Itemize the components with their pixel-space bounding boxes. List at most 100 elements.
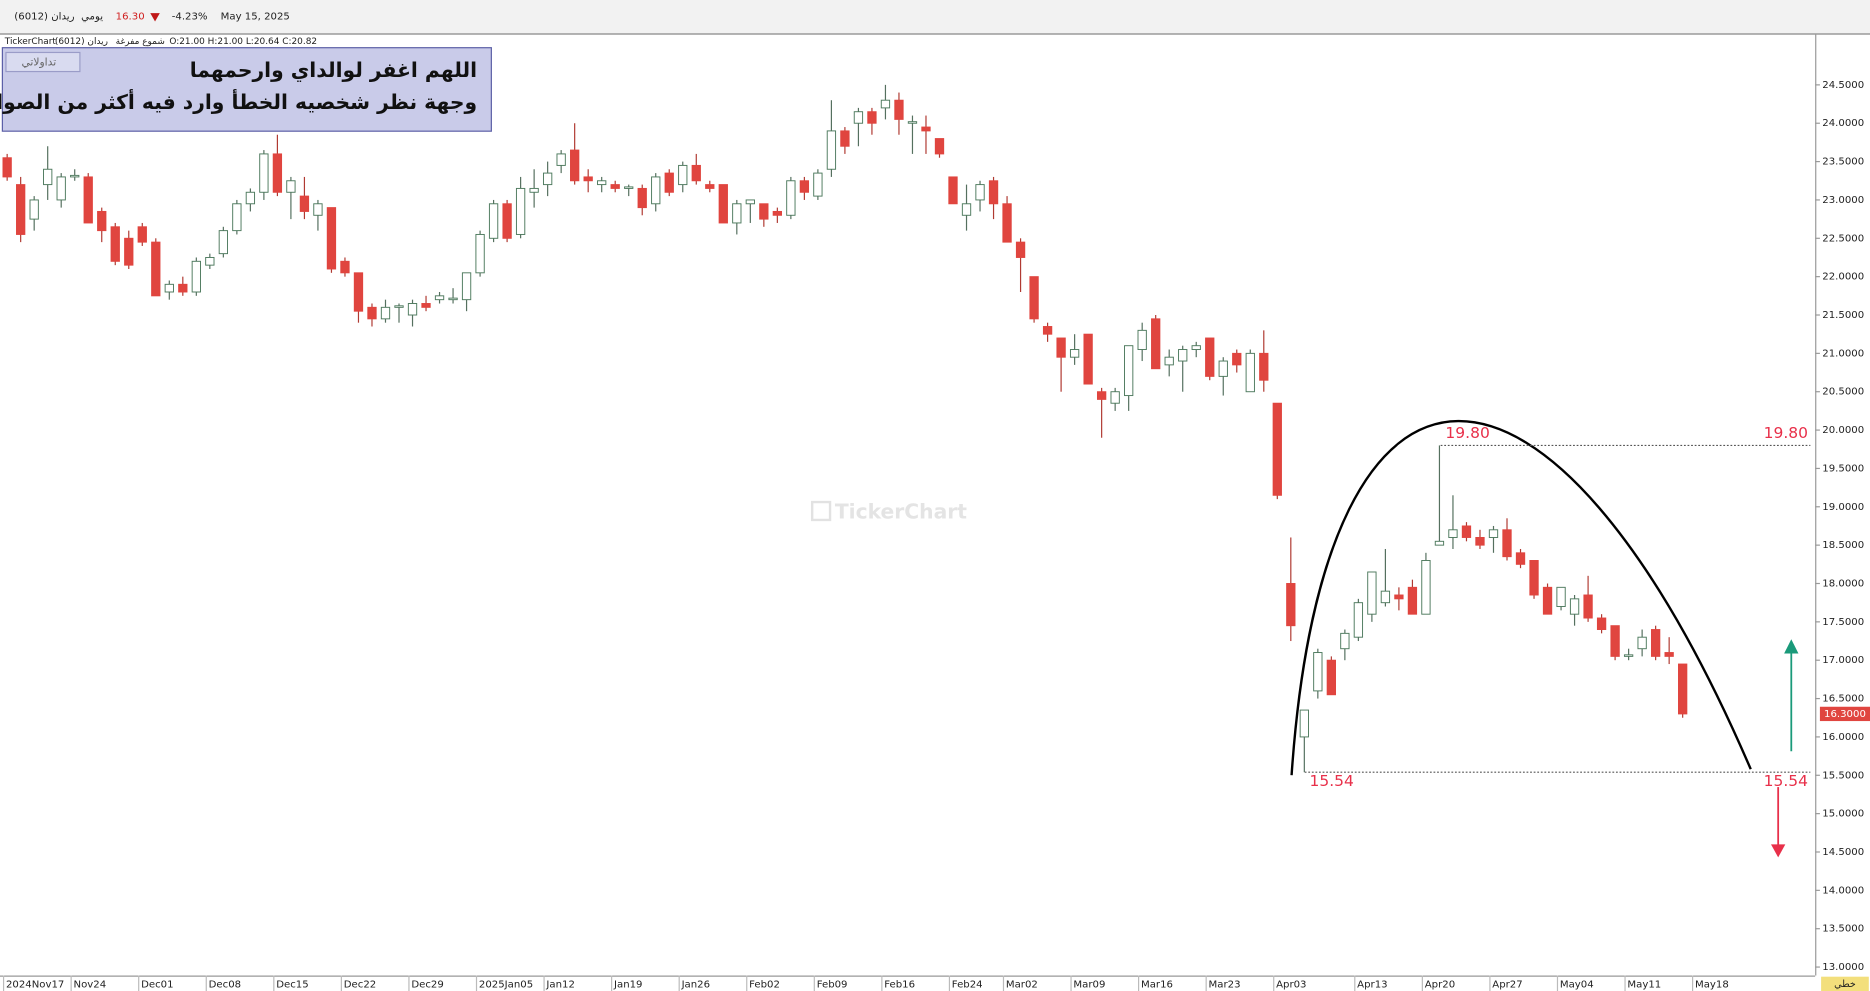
note-button[interactable] <box>5 51 81 73</box>
candle <box>1678 663 1688 718</box>
candle-body <box>1124 345 1134 397</box>
candle <box>1164 349 1174 377</box>
x-tick-label: Apr27 <box>1492 979 1522 990</box>
candle-body <box>1205 337 1215 377</box>
candle-body <box>1178 349 1188 362</box>
candle-body <box>218 230 229 255</box>
candle-body <box>1029 276 1039 320</box>
candle-body <box>475 233 485 274</box>
candle-body <box>583 176 593 182</box>
candle <box>380 299 391 323</box>
candle-body <box>1367 571 1377 615</box>
candle-body <box>772 210 783 216</box>
candle <box>475 230 485 277</box>
candle-body <box>70 174 80 178</box>
candle-body <box>934 138 945 155</box>
candle <box>1124 345 1134 411</box>
candle <box>218 226 229 258</box>
y-tick-label: 19.0000 <box>1822 502 1864 513</box>
candle <box>1542 583 1553 615</box>
candle-body <box>1542 586 1553 615</box>
watermark-text: TickerChart <box>835 499 967 523</box>
candle <box>353 272 364 323</box>
arc-drawing <box>1290 420 1752 776</box>
arrow-head <box>1784 639 1799 654</box>
candle <box>286 176 296 220</box>
candle-body <box>1096 391 1107 400</box>
x-tick-label: May04 <box>1560 979 1594 990</box>
arrow-head <box>1771 844 1786 858</box>
candle <box>1529 560 1539 599</box>
candle-body <box>570 149 580 182</box>
candle <box>1623 648 1634 661</box>
y-tick-label: 15.5000 <box>1822 770 1864 781</box>
candle-body <box>502 203 512 239</box>
candle-body <box>1394 594 1404 600</box>
x-tick-label: Apr03 <box>1276 979 1306 990</box>
candle-body <box>1056 337 1066 358</box>
candle <box>124 230 134 269</box>
candle <box>1096 387 1107 438</box>
candle <box>1394 587 1404 611</box>
x-tick-label: Feb16 <box>884 979 915 990</box>
y-tick-label: 21.5000 <box>1822 310 1864 321</box>
candle <box>948 176 958 205</box>
candle <box>597 176 607 193</box>
x-tick-label: Nov24 <box>74 979 107 990</box>
candle-body <box>1245 352 1255 393</box>
y-tick-label: 22.5000 <box>1822 233 1864 244</box>
candle <box>56 173 66 208</box>
line-style-label[interactable]: خطي <box>1834 979 1856 990</box>
candle <box>907 115 918 154</box>
candle <box>1340 629 1350 661</box>
y-tick-label: 16.5000 <box>1822 694 1864 705</box>
x-tick-label: Feb09 <box>817 979 848 990</box>
period[interactable]: يومي <box>81 12 103 23</box>
candle <box>1137 322 1147 362</box>
candle <box>151 238 161 297</box>
note-line: اللهم اغفر لوالداي وارحمهما <box>190 58 477 83</box>
x-tick-label: Apr20 <box>1425 979 1455 990</box>
y-tick-label: 23.0000 <box>1822 195 1864 206</box>
candle <box>772 207 783 223</box>
x-tick-label: 2024Nov17 <box>6 979 64 990</box>
y-tick-label: 16.0000 <box>1822 732 1864 743</box>
candle-body <box>286 180 296 193</box>
candle <box>1407 579 1418 615</box>
candle-body <box>1326 659 1337 696</box>
y-tick-label: 13.5000 <box>1822 924 1864 935</box>
candle-body <box>637 187 647 209</box>
candle <box>975 180 985 212</box>
y-tick-label: 21.0000 <box>1822 348 1864 359</box>
y-tick-label: 14.5000 <box>1822 847 1864 858</box>
x-tick-label: Feb24 <box>952 979 983 990</box>
candle-body <box>124 237 134 266</box>
candle-body <box>651 176 661 205</box>
candle-body <box>542 172 553 186</box>
candle-body <box>1232 352 1242 366</box>
symbol[interactable]: ريدان (6012) <box>14 12 74 23</box>
candle <box>1583 575 1593 622</box>
candle <box>1448 495 1458 549</box>
legend-ohlc: O:21.00 H:21.00 L:20.64 C:20.82 <box>169 37 317 47</box>
y-tick-label: 14.0000 <box>1822 885 1864 896</box>
candle <box>137 222 147 246</box>
candle <box>813 169 823 200</box>
candle <box>570 123 580 185</box>
candle <box>583 169 593 193</box>
note-button-label[interactable]: تداولاتي <box>21 56 56 69</box>
candle <box>894 92 904 135</box>
candle-body <box>691 164 701 182</box>
x-tick-label: Mar02 <box>1006 979 1038 990</box>
candle-body <box>461 272 472 301</box>
candle-body <box>2 157 12 178</box>
candle <box>961 184 972 231</box>
candle-body <box>43 168 53 186</box>
line-style-button[interactable] <box>1821 976 1869 991</box>
candle-body <box>624 186 634 189</box>
candle-body <box>56 176 66 201</box>
candle <box>326 207 337 273</box>
candle-body <box>718 184 728 224</box>
candle-body <box>786 180 796 216</box>
candle <box>1475 529 1485 549</box>
